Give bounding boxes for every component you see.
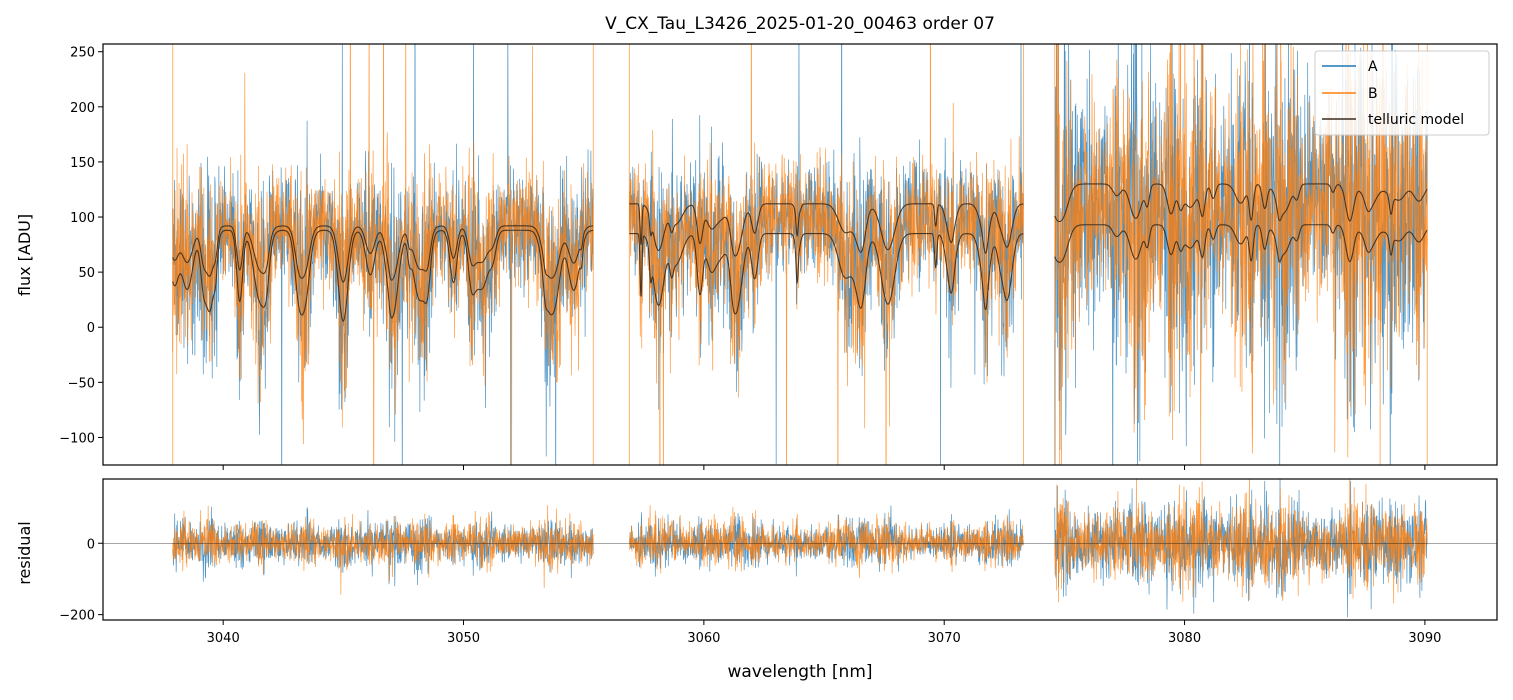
flux-y-tick-label: −100 <box>59 431 95 446</box>
flux-y-tick-label: 250 <box>70 46 95 61</box>
residual-axes-frame <box>102 478 1498 621</box>
x-axis-label: wavelength [nm] <box>727 662 872 682</box>
legend-label-a: A <box>1368 59 1378 75</box>
telluric-model-upper-line <box>172 225 594 283</box>
flux-y-tick-label: 200 <box>70 101 95 116</box>
flux-y-tick-label: 100 <box>70 211 95 226</box>
x-tick-label: 3060 <box>687 631 720 646</box>
flux-y-tick-label: 0 <box>87 321 95 336</box>
x-tick-label: 3040 <box>207 631 240 646</box>
flux-axes-frame <box>102 43 1498 466</box>
flux-y-tick-label: −50 <box>68 376 95 391</box>
x-tick-label: 3080 <box>1168 631 1201 646</box>
residual-y-tick-label: −200 <box>59 609 95 624</box>
series-b-flux-line <box>1054 44 1428 465</box>
legend-label-telluric-model: telluric model <box>1368 112 1464 128</box>
legend-box <box>1314 50 1490 136</box>
flux-x-axis <box>222 465 1426 470</box>
legend: A B telluric model <box>1314 50 1490 136</box>
telluric-model-lower-line <box>172 229 594 322</box>
flux-y-tick-label: 150 <box>70 156 95 171</box>
series-b-residual-line <box>1054 479 1428 604</box>
legend-label-b: B <box>1368 86 1378 102</box>
flux-y-axis: −100 −50 0 50 100 150 200 250 <box>59 46 103 446</box>
residual-y-axis-label: residual <box>15 521 34 584</box>
telluric-model-lower-line <box>1054 224 1428 263</box>
residual-y-tick-label: 0 <box>87 537 95 552</box>
flux-y-axis-label: flux [ADU] <box>15 214 34 296</box>
series-b-residual-line <box>629 505 1024 578</box>
residual-plot-area <box>103 479 1497 618</box>
telluric-model-upper-line <box>629 203 1024 257</box>
chart-title: V_CX_Tau_L3426_2025-01-20_00463 order 07 <box>605 14 995 34</box>
flux-y-tick-label: 50 <box>78 266 95 281</box>
x-tick-label: 3070 <box>928 631 961 646</box>
residual-y-axis: −200 0 <box>59 537 103 624</box>
telluric-model-lower-line <box>629 233 1024 315</box>
x-tick-label: 3050 <box>447 631 480 646</box>
residual-x-axis: 3040 3050 3060 3070 3080 3090 <box>207 620 1441 646</box>
series-b-residual-line <box>172 505 594 595</box>
series-b-flux-line <box>172 44 594 465</box>
telluric-model-upper-line <box>1054 183 1428 223</box>
x-tick-label: 3090 <box>1408 631 1441 646</box>
